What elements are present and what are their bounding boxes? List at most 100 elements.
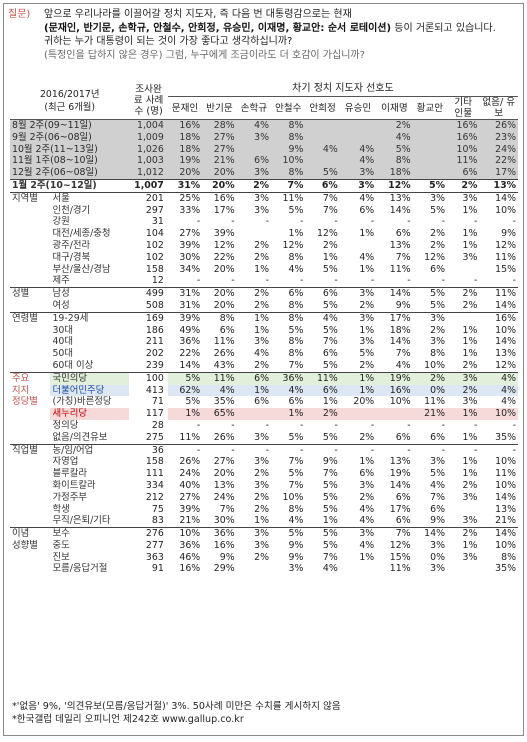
row-value: 11% xyxy=(202,371,237,385)
table-row: 1월 2주(10~12일) 1,007 31% 20% 2% 7% 6% 3% 12% 5% 2% 1… xyxy=(10,178,518,193)
row-label: 진보 xyxy=(52,551,70,563)
row-value: 3% xyxy=(462,396,478,408)
row-value: 3% xyxy=(462,491,478,503)
row-value: 1% xyxy=(271,408,306,420)
row-value: 21% xyxy=(412,408,448,420)
row-value: 3% xyxy=(236,191,271,205)
row-value: 14% xyxy=(495,336,516,348)
row-n: 158 xyxy=(145,263,164,275)
row-value xyxy=(412,131,448,144)
table-row: 대구/경북 102 30% 22% 2% 8% 1% 4% 7% 12% 3% 11% xyxy=(10,252,518,264)
row-value: 1% xyxy=(462,431,478,443)
row-label: 학생 xyxy=(52,503,70,515)
group-label xyxy=(10,468,50,480)
row-value: 6% xyxy=(254,396,269,408)
row-value: 3% xyxy=(339,287,377,300)
row-value: 1% xyxy=(339,384,377,397)
row-value: 26% xyxy=(479,119,518,132)
row-value: 13% xyxy=(389,239,411,251)
row-value: 15% xyxy=(389,551,411,563)
row-label: 서울 xyxy=(50,191,130,205)
row-label: 새누리당 xyxy=(50,408,130,420)
row-label: 8월 2주(09~11일) xyxy=(10,119,130,132)
row-n: 201 xyxy=(129,191,168,205)
row-value xyxy=(412,167,448,180)
row-value: 4% xyxy=(479,384,518,397)
row-value: 31% xyxy=(167,287,203,300)
row-value: 5% xyxy=(322,299,338,311)
row-value: 14% xyxy=(495,491,516,503)
row-value: 22% xyxy=(179,348,201,360)
row-label: 부산/울산/경남 xyxy=(52,263,111,275)
row-label: 중도 xyxy=(52,539,70,551)
row-label: 10월 2주(11~13일) xyxy=(10,143,130,156)
row-value: 7% xyxy=(288,479,304,491)
row-value: 7% xyxy=(305,191,340,205)
row-value: - xyxy=(334,216,338,228)
row-value: 3% xyxy=(462,515,478,527)
table-row: 12월 2주(06~08일) 1,012 20% 20% 3% 8% 5% 3% 18% 6% 17… xyxy=(10,167,518,180)
row-value: - xyxy=(512,419,516,431)
row-value: - xyxy=(300,275,304,287)
row-value: 20% xyxy=(202,178,237,193)
row-value: 2% xyxy=(236,287,271,300)
question-line-1: 앞으로 우리나라를 이끌어갈 정치 지도자, 즉 다음 번 대통령감으로는 현재 xyxy=(44,9,352,20)
row-value: 9% xyxy=(288,551,304,563)
row-value: 12% xyxy=(213,239,235,251)
row-value: 5% xyxy=(305,167,340,180)
question-line-2-rest: 등이 거론되고 있습니다. xyxy=(391,22,496,34)
row-value: - xyxy=(265,419,269,431)
col-yoo: 유승민 xyxy=(339,96,377,120)
row-value: 2% xyxy=(254,551,269,563)
row-value: 31% xyxy=(167,178,203,193)
row-value: 18% xyxy=(167,131,203,144)
row-value xyxy=(412,155,448,168)
report-page: 질문) 앞으로 우리나라를 이끌어갈 정치 지도자, 즉 다음 번 대통령감으로… xyxy=(3,3,524,736)
row-value: 2% xyxy=(430,324,446,336)
row-value: 17% xyxy=(479,167,518,180)
row-value: 1% xyxy=(339,371,377,385)
row-value: 1% xyxy=(254,515,269,527)
row-value: 10% xyxy=(495,479,516,491)
row-value xyxy=(376,408,413,420)
table-row: 가정주부 212 27% 24% 2% 10% 5% 2% 6% 7% 3% 14% xyxy=(10,492,518,504)
row-value: 3% xyxy=(462,251,478,263)
row-value: 2% xyxy=(359,299,375,311)
row-value: 1% xyxy=(322,515,338,527)
row-value: 5% xyxy=(322,491,338,503)
row-value: 7% xyxy=(430,491,446,503)
row-value: 19% xyxy=(376,371,413,385)
row-value: 10% xyxy=(282,491,304,503)
row-value: 49% xyxy=(179,324,201,336)
row-value: 11% xyxy=(179,431,201,443)
row-value: - xyxy=(231,275,235,287)
row-value: 10% xyxy=(389,396,411,408)
table-row: 이념 보수 276 10% 36% 3% 5% 5% 3% 7% 14% 2% 14% xyxy=(10,527,518,540)
row-value: 34% xyxy=(179,263,201,275)
row-value: 4% xyxy=(359,539,375,551)
row-value: 2% xyxy=(447,287,480,300)
question-box: 질문) 앞으로 우리나라를 이끌어갈 정치 지도자, 즉 다음 번 대통령감으로… xyxy=(4,4,523,100)
row-value: 4% xyxy=(271,384,306,397)
row-label: 블루칼라 xyxy=(52,468,87,480)
group-label xyxy=(10,216,50,228)
row-value xyxy=(340,563,376,575)
row-value: 5% xyxy=(288,324,304,336)
row-n: 277 xyxy=(145,539,164,551)
row-n: 36 xyxy=(129,443,168,457)
row-value: 7% xyxy=(322,468,338,480)
row-value: 2% xyxy=(359,491,375,503)
row-value: - xyxy=(512,216,516,228)
row-value: 5% xyxy=(322,263,338,275)
row-label: 제주 xyxy=(52,275,70,287)
row-value: - xyxy=(441,216,446,228)
group-label xyxy=(10,228,50,240)
table-row: 없음/의견유보 275 11% 26% 3% 5% 5% 2% 6% 6% 1% 35% xyxy=(10,432,518,444)
row-value: 12% xyxy=(495,359,516,371)
group-label xyxy=(10,515,50,527)
table-row: 연령별 19-29세 169 39% 8% 1% 8% 4% 3% 17% 3% 16% xyxy=(10,311,518,325)
survey-table: 2016/2017년 (최근 6개월) 조사완료 사례수 (명) 차기 정치 지… xyxy=(10,82,518,575)
row-value: 30% xyxy=(179,251,201,263)
row-n: 363 xyxy=(145,551,164,563)
row-value: 3% xyxy=(339,311,377,325)
